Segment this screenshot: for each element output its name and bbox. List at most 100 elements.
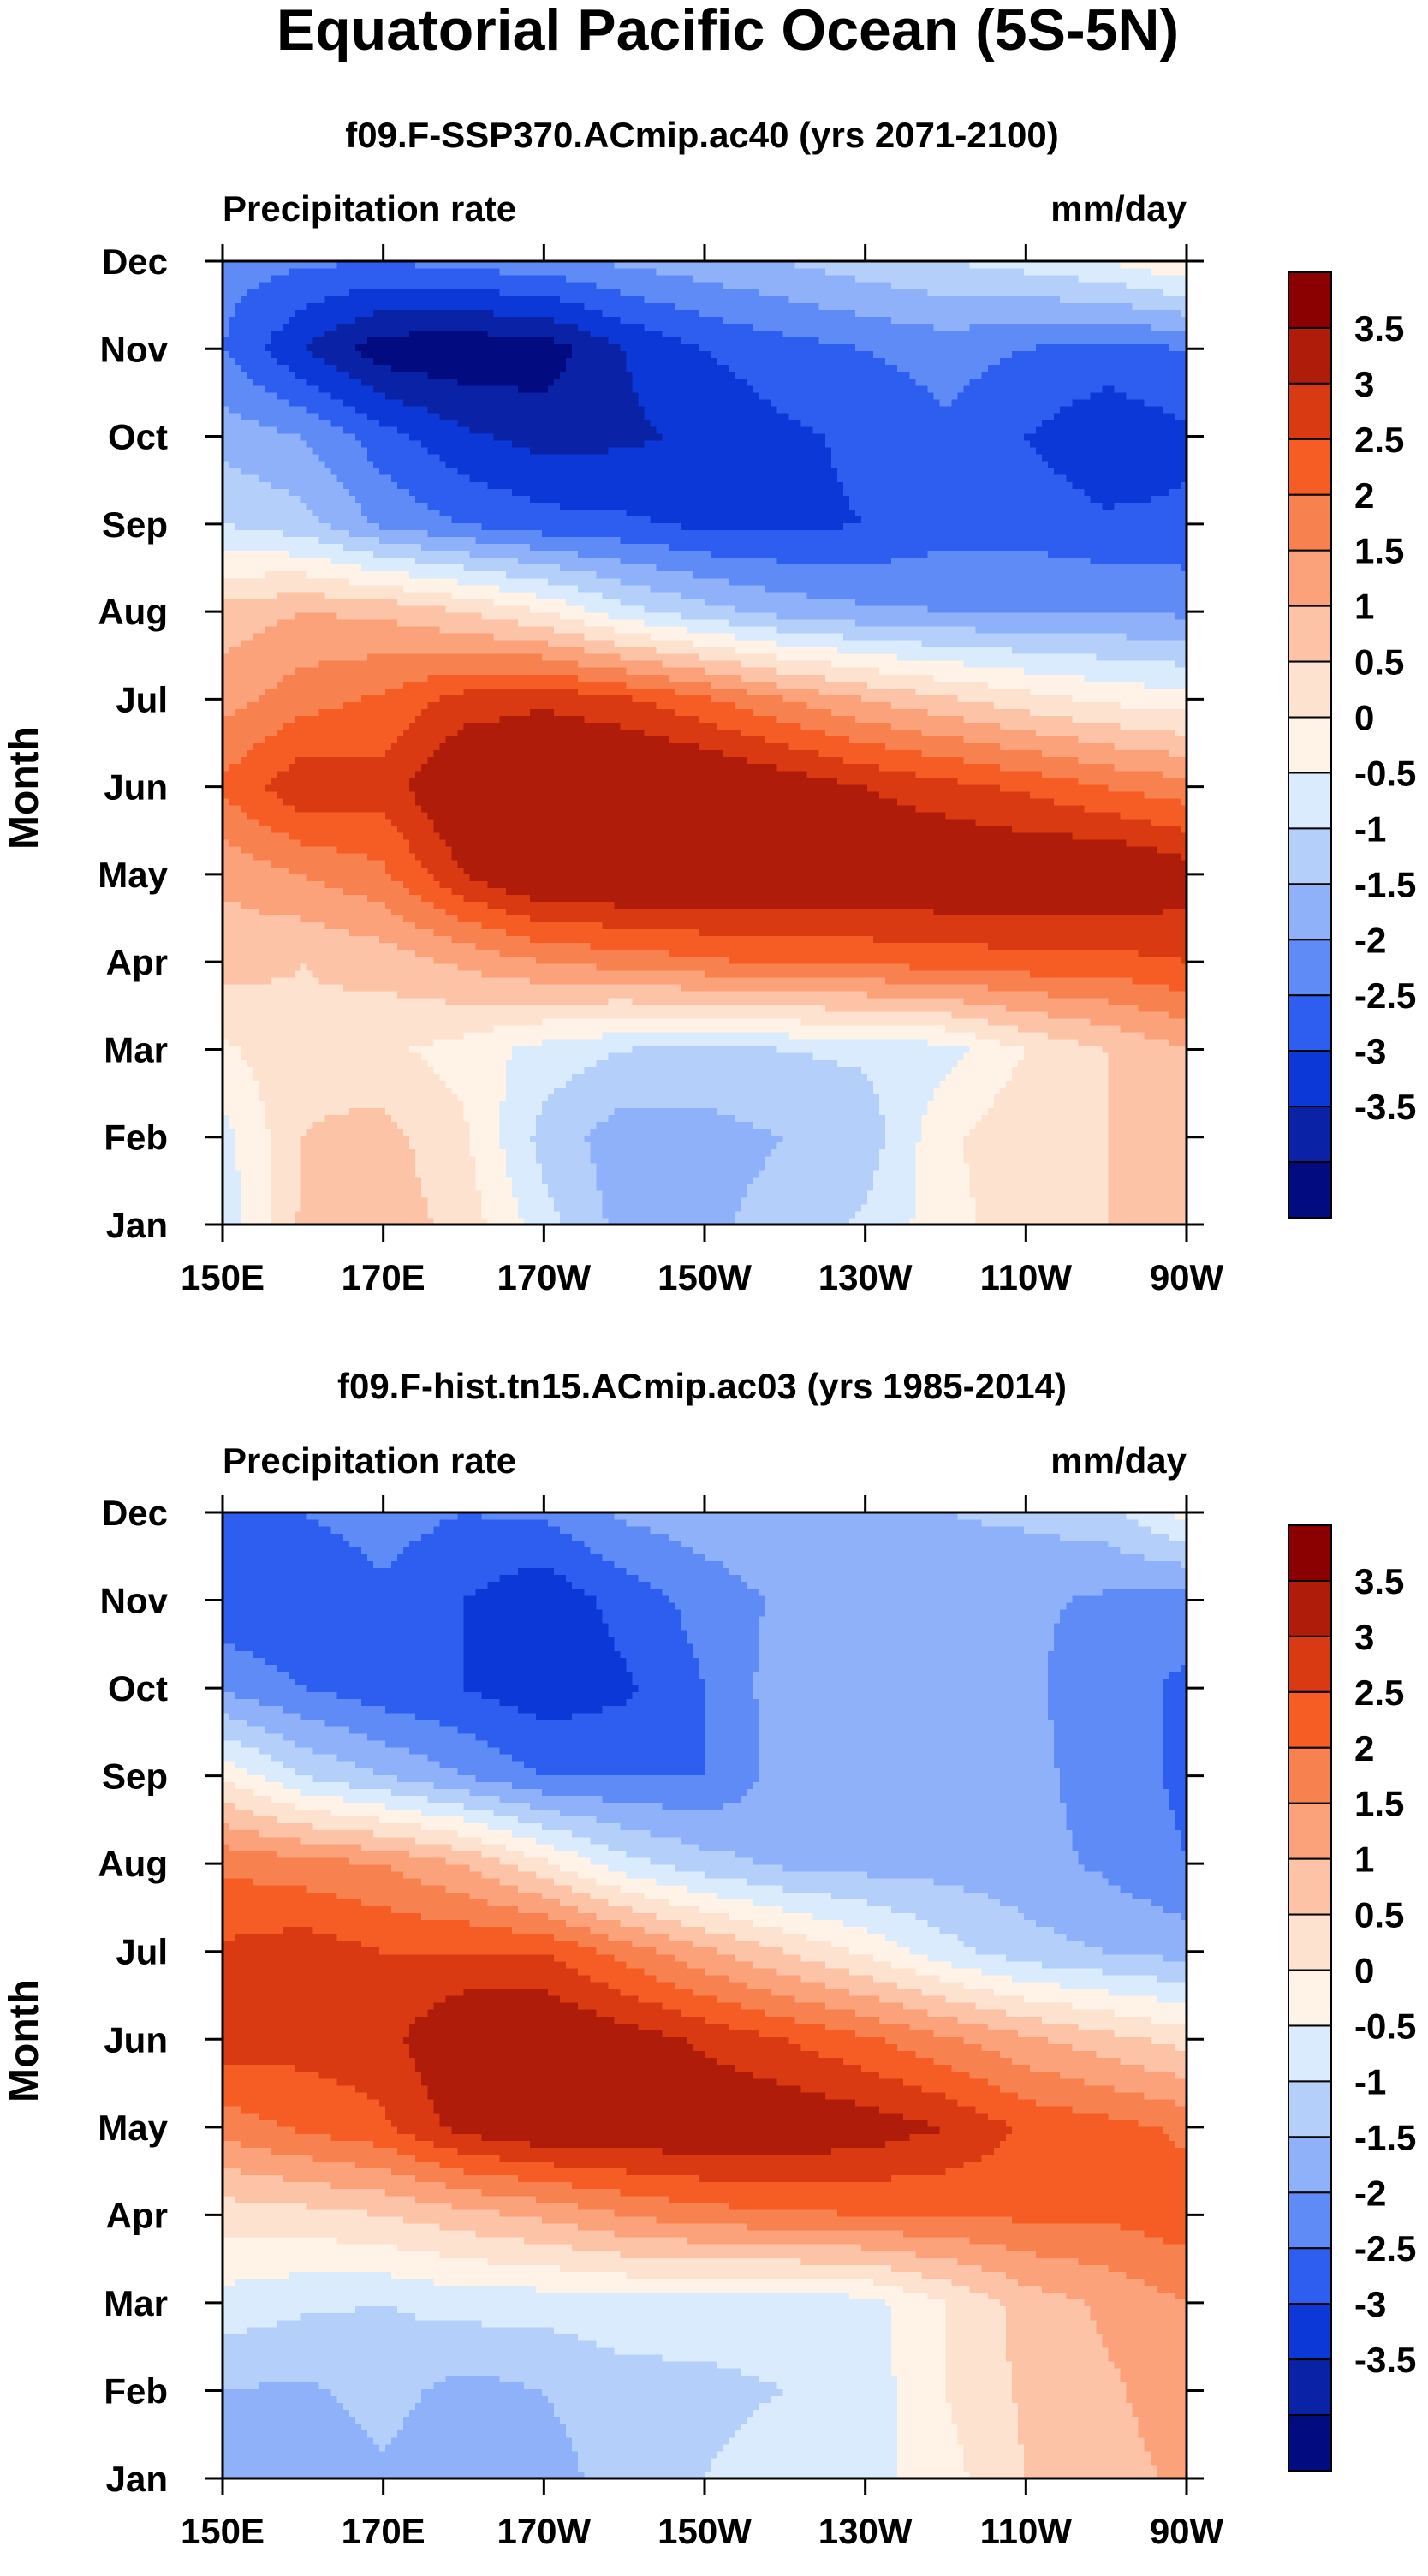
heatmap-cell [223,1560,374,1569]
heatmap-cell [578,550,711,558]
heatmap-cell [1114,2361,1187,2369]
heatmap-cell [259,1746,314,1755]
heatmap-cell [223,908,259,915]
heatmap-cell [572,1581,652,1589]
heatmap-cell [885,2036,965,2044]
heatmap-cell [511,1926,591,1935]
heatmap-cell [529,708,555,716]
colorbar-label: -2 [1354,920,1386,960]
heatmap-cell [493,432,663,441]
heatmap-cell [223,1912,422,1920]
heatmap-cell [499,2375,759,2382]
heatmap-cell [409,2043,693,2052]
heatmap-cell [457,468,838,475]
heatmap-cell [981,2264,1110,2272]
heatmap-cell [372,385,519,393]
heatmap-cell [963,1940,1085,1948]
heatmap-cell [433,901,489,909]
heatmap-cell [385,688,465,695]
heatmap-cell [1054,1754,1163,1762]
heatmap-cell [469,1128,501,1136]
heatmap-cell [620,722,717,730]
heatmap-cell [318,2071,422,2079]
heatmap-cell [572,2443,723,2452]
heatmap-cell [223,2278,235,2286]
heatmap-cell [223,564,362,572]
heatmap-cell [223,2353,663,2362]
heatmap-cell [409,330,489,337]
heatmap-cell [776,653,898,661]
heatmap-cell [969,378,1187,386]
heatmap-cell [1144,681,1187,689]
heatmap-cell [1005,2326,1098,2334]
heatmap-cell [330,2133,416,2141]
heatmap-cell [1030,708,1187,716]
heatmap-cell [271,1176,302,1184]
heatmap-cell [415,770,808,778]
heatmap-cell [668,949,1139,957]
heatmap-cell [800,1017,989,1026]
heatmap-cell [318,454,368,462]
heatmap-field [223,261,1187,1225]
heatmap-cell [1060,1768,1163,1775]
heatmap-cell [741,1574,1187,1583]
heatmap-cell [511,1829,573,1838]
heatmap-cell [572,2244,862,2251]
heatmap-cell [879,667,1025,675]
heatmap-cell [999,742,1116,751]
heatmap-cell [1108,1094,1187,1101]
heatmap-cell [1011,350,1187,359]
colorbar-box [1288,1524,1332,1582]
heatmap-cell [945,2340,1007,2348]
heatmap-cell [463,1637,616,1644]
heatmap-cell [1084,2299,1187,2307]
heatmap-cell [963,1148,1110,1157]
heatmap-cell [1108,1540,1187,1547]
heatmap-cell [626,1664,699,1672]
heatmap-cell [711,695,784,702]
heatmap-cell [511,1781,753,1789]
heatmap-cell [741,660,832,668]
heatmap-cell [223,584,404,593]
heatmap-cell [891,2319,947,2328]
heatmap-cell [891,2340,947,2348]
x-tick-label: 90W [1150,1257,1224,1297]
heatmap-cell [451,887,507,895]
heatmap-cell [680,1836,1073,1845]
heatmap-cell [776,2078,904,2086]
heatmap-cell [385,1705,519,1714]
heatmap-cell [427,2084,802,2093]
heatmap-cell [1168,343,1187,352]
heatmap-cell [776,625,977,634]
colorbar-label: 2.5 [1354,1673,1404,1713]
heatmap-cell [608,1863,675,1872]
heatmap-cell [999,2084,1116,2093]
heatmap-cell [705,2016,796,2024]
heatmap-cell [481,1203,519,1212]
panel-2-colorbar: 3.532.521.510.50-0.5-1-1.5-2-2.5-3-3.5 [1288,1524,1416,2472]
y-tick-label: Apr [106,2195,168,2235]
heatmap-cell [548,1988,622,1996]
heatmap-cell [235,2278,434,2286]
heatmap-cell [415,261,616,269]
heatmap-cell [626,1960,687,1969]
heatmap-cell [223,2450,579,2459]
heatmap-cell [1072,715,1187,723]
heatmap-cell [342,983,681,992]
heatmap-cell [354,405,428,414]
heatmap-cell [614,639,693,647]
heatmap-cell [975,1196,1110,1205]
heatmap-cell [1066,474,1187,482]
heatmap-cell [505,1843,555,1852]
heatmap-cell [705,969,1031,978]
colorbar-label: 2.5 [1354,420,1404,460]
heatmap-cell [223,2244,398,2251]
heatmap-cell [457,729,646,737]
heatmap-cell [475,1169,507,1178]
heatmap-cell [1168,1795,1187,1803]
heatmap-cell [469,474,838,482]
heatmap-cell [229,1712,302,1720]
heatmap-cell [1150,1899,1187,1906]
heatmap-cell [897,2464,965,2472]
heatmap-cell [427,1059,507,1067]
